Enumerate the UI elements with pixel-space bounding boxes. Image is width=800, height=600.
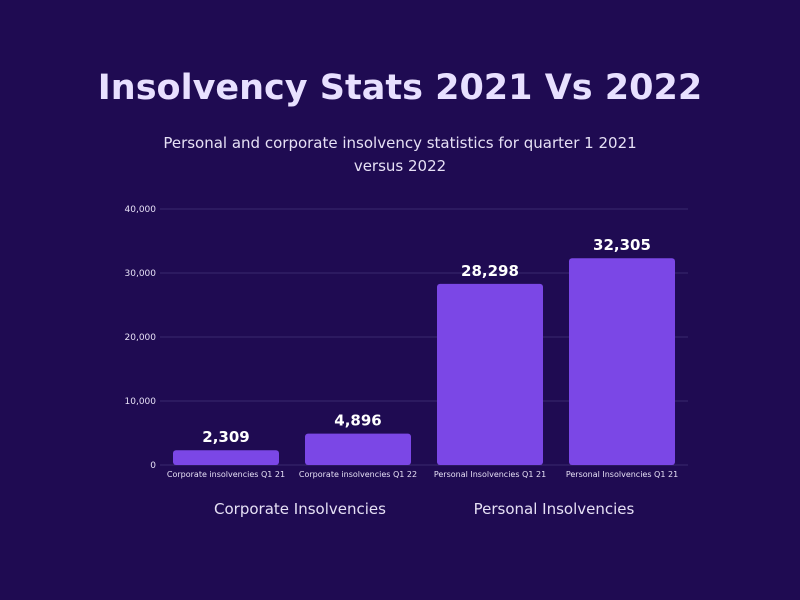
x-tick-label: Personal Insolvencies Q1 21 <box>434 470 546 479</box>
chart-subtitle: Personal and corporate insolvency statis… <box>163 134 637 175</box>
data-label: 28,298 <box>461 262 519 280</box>
bar <box>569 258 675 465</box>
bar <box>173 450 279 465</box>
x-tick-label: Personal Insolvencies Q1 21 <box>566 470 678 479</box>
data-label: 2,309 <box>202 428 249 446</box>
bar <box>305 433 411 465</box>
bar <box>437 283 543 465</box>
data-label: 4,896 <box>334 412 381 430</box>
y-tick-label: 40,000 <box>125 205 157 215</box>
y-tick-label: 30,000 <box>125 269 157 279</box>
y-tick-label: 10,000 <box>125 397 157 407</box>
group-label-personal: Personal Insolvencies <box>473 500 635 518</box>
y-tick-label: 0 <box>150 461 156 471</box>
y-tick-label: 20,000 <box>125 333 157 343</box>
x-tick-label: Corporate insolvencies Q1 21 <box>167 470 285 479</box>
x-tick-label: Corporate insolvencies Q1 22 <box>299 470 417 479</box>
chart-title: Insolvency Stats 2021 Vs 2022 <box>97 68 703 108</box>
group-label-corporate: Corporate Insolvencies <box>214 500 386 518</box>
data-label: 32,305 <box>593 236 651 254</box>
